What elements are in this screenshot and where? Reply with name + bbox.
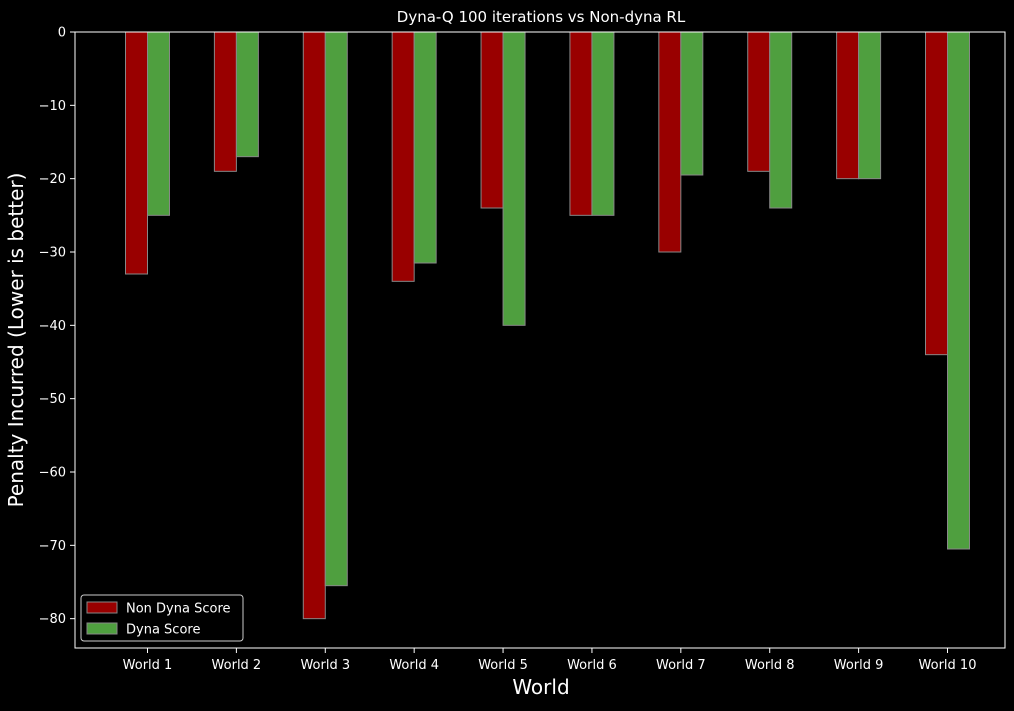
legend-label-non-dyna: Non Dyna Score — [126, 602, 231, 617]
bar-dyna-2 — [235, 31, 259, 158]
bar-non-dyna-7 — [658, 31, 682, 253]
bar-dyna-1 — [147, 31, 170, 216]
y-tick-label: −60 — [39, 466, 66, 481]
bar-dyna-6 — [591, 31, 615, 216]
bar-dyna-8 — [769, 31, 793, 209]
y-tick-label: −30 — [39, 246, 66, 261]
y-axis-label: Penalty Incurred (Lower is better) — [4, 173, 28, 508]
bar-non-dyna-9 — [836, 31, 860, 180]
y-tick-label: −20 — [39, 172, 66, 187]
y-axis: 0 −10 −20 −30 −40 −50 −60 −70 −80 — [39, 26, 75, 627]
bar-dyna-7 — [680, 31, 704, 176]
bar-non-dyna-8 — [747, 31, 771, 172]
x-tick-label: World 7 — [656, 658, 706, 673]
y-tick-label: 0 — [58, 26, 66, 41]
y-tick-label: −80 — [39, 612, 66, 627]
x-tick-label: World 9 — [834, 658, 884, 673]
bar-dyna-9 — [858, 31, 882, 180]
bar-dyna-3 — [324, 31, 348, 587]
bar-non-dyna-4 — [391, 31, 415, 282]
bar-non-dyna-5 — [480, 31, 504, 209]
bar-dyna-10 — [947, 31, 970, 550]
bar-non-dyna-1 — [125, 31, 148, 275]
bar-non-dyna-3 — [302, 31, 326, 620]
x-tick-label: World 5 — [478, 658, 528, 673]
y-tick-label: −70 — [39, 539, 66, 554]
x-tick-label: World 10 — [919, 658, 977, 673]
legend-label-dyna: Dyna Score — [126, 623, 200, 638]
x-tick-label: World 4 — [389, 658, 439, 673]
legend-swatch-non-dyna — [86, 601, 118, 614]
y-tick-label: −40 — [39, 319, 66, 334]
bar-non-dyna-2 — [213, 31, 237, 172]
bar-dyna-5 — [502, 31, 526, 326]
x-tick-label: World 6 — [567, 658, 617, 673]
bar-dyna-4 — [413, 31, 437, 264]
chart-title: Dyna-Q 100 iterations vs Non-dyna RL — [397, 8, 686, 26]
y-tick-label: −10 — [39, 99, 66, 114]
x-tick-label: World 1 — [123, 658, 173, 673]
bars-group — [125, 31, 970, 620]
x-axis-label: World — [512, 675, 569, 699]
legend: Non Dyna Score Dyna Score — [80, 594, 244, 642]
y-tick-label: −50 — [39, 392, 66, 407]
legend-swatch-dyna — [86, 622, 118, 635]
plot-frame — [74, 31, 1006, 649]
bar-non-dyna-6 — [569, 31, 593, 216]
x-tick-label: World 2 — [212, 658, 262, 673]
x-tick-label: World 3 — [300, 658, 350, 673]
bar-non-dyna-10 — [925, 31, 948, 356]
x-tick-label: World 8 — [745, 658, 795, 673]
legend-frame — [80, 594, 244, 642]
x-axis: World 1 World 2 World 3 World 4 World 5 World… — [123, 648, 977, 673]
